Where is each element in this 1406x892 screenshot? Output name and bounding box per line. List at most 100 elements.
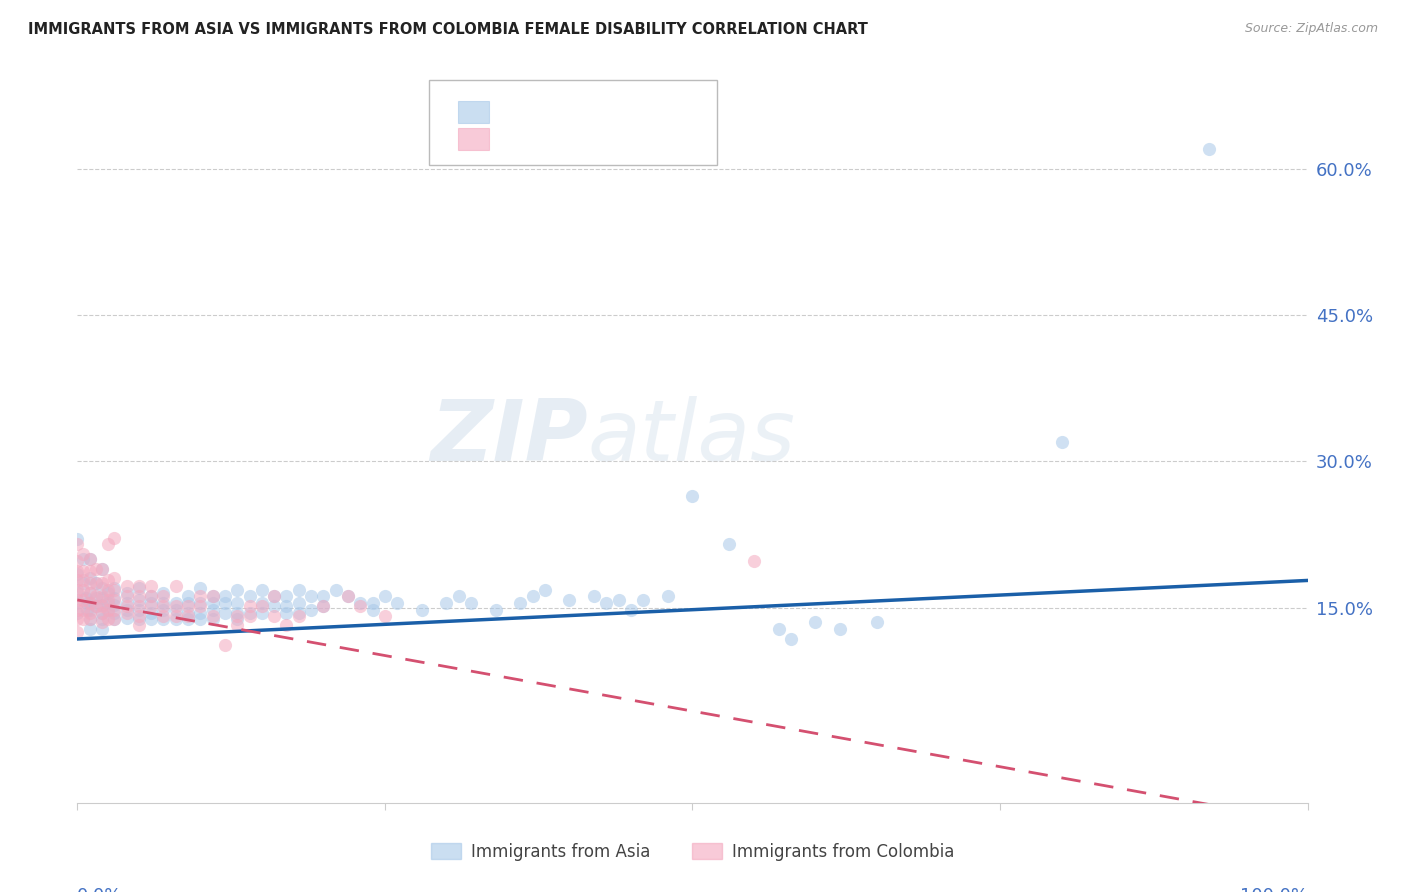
Point [141,599,163,613]
Point [103,593,125,607]
Point [522,589,544,603]
Point [866,615,889,630]
Point [214,589,236,603]
Text: ZIP: ZIP [430,395,588,479]
Point [595,596,617,610]
Point [66,606,89,620]
Point [66,583,89,598]
Point [325,583,347,598]
Point [607,593,630,607]
Point [90,606,114,620]
Point [97,612,120,626]
Point [250,606,273,620]
Point [76,603,98,617]
Point [188,612,212,626]
Point [288,608,311,623]
Point [188,606,212,620]
Point [165,599,187,613]
Point [177,612,200,626]
Point [72,576,94,591]
Point [250,596,273,610]
Point [79,572,101,586]
Point [239,606,262,620]
Point [177,596,200,610]
Point [250,583,273,598]
Point [128,608,150,623]
Point [66,593,89,607]
Point [115,596,138,610]
Point [239,599,262,613]
Point [742,554,765,568]
Point [226,608,249,623]
Point [128,599,150,613]
Point [620,603,643,617]
Point [84,599,107,613]
Point [214,596,236,610]
Point [90,612,114,626]
Point [79,606,101,620]
Point [79,622,101,636]
Point [72,547,94,561]
Point [97,603,120,617]
Point [66,566,89,581]
Point [90,606,114,620]
Point [79,596,101,610]
Point [188,599,212,613]
Text: Source: ZipAtlas.com: Source: ZipAtlas.com [1244,22,1378,36]
Text: IMMIGRANTS FROM ASIA VS IMMIGRANTS FROM COLOMBIA FEMALE DISABILITY CORRELATION C: IMMIGRANTS FROM ASIA VS IMMIGRANTS FROM … [28,22,868,37]
Point [288,596,311,610]
Point [103,612,125,626]
Point [804,615,827,630]
Point [97,603,120,617]
Point [90,576,114,591]
Point [103,598,125,612]
Point [72,603,94,617]
Point [141,589,163,603]
Point [188,596,212,610]
Point [288,583,311,598]
Point [263,589,285,603]
Point [103,581,125,595]
Point [128,579,150,593]
Point [97,596,120,610]
Point [115,606,138,620]
Point [226,596,249,610]
Point [66,533,89,547]
Point [830,622,852,636]
Point [374,589,396,603]
Point [349,599,371,613]
Point [72,583,94,598]
Point [84,589,107,603]
Point [90,562,114,576]
Point [718,537,741,551]
Point [239,608,262,623]
Text: 0.0%: 0.0% [77,887,122,892]
Point [72,564,94,578]
Point [141,606,163,620]
Point [103,603,125,617]
Point [72,574,94,588]
Point [141,612,163,626]
Point [239,589,262,603]
Point [90,591,114,605]
Point [385,596,409,610]
Point [79,612,101,626]
Point [79,596,101,610]
Point [276,589,298,603]
Point [152,612,174,626]
Point [226,606,249,620]
Point [276,599,298,613]
Legend: Immigrants from Asia, Immigrants from Colombia: Immigrants from Asia, Immigrants from Co… [425,837,960,868]
Point [411,603,433,617]
Point [72,612,94,626]
Point [75,591,97,605]
Point [276,606,298,620]
Point [66,586,89,600]
Point [361,603,384,617]
Point [66,612,89,626]
Point [682,489,704,503]
Point [90,589,114,603]
Point [374,608,396,623]
Point [201,608,224,623]
Point [66,625,89,640]
